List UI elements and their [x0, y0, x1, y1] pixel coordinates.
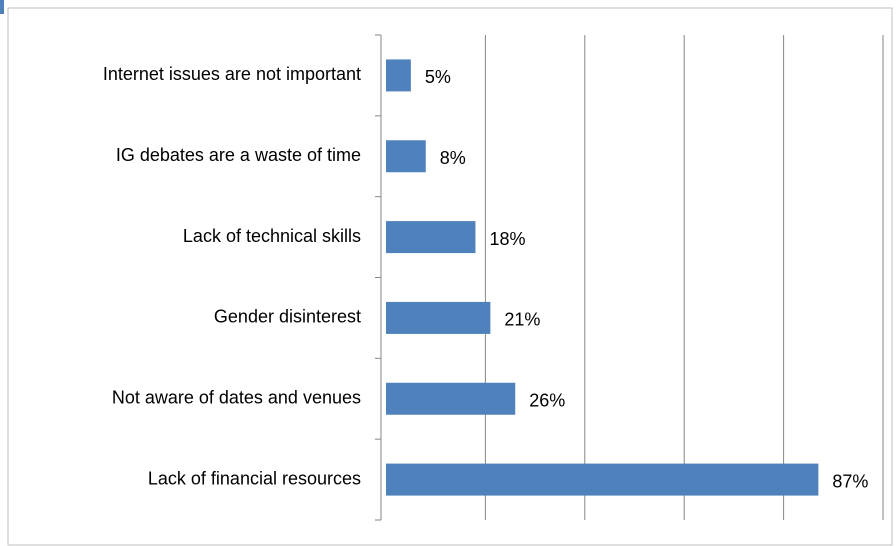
- bar: [386, 382, 516, 415]
- data-label: 87%: [832, 471, 868, 491]
- data-label: 26%: [529, 391, 565, 411]
- y-tick-label: Gender disinterest: [214, 307, 361, 327]
- bar: [386, 59, 411, 92]
- data-label: 18%: [489, 229, 525, 249]
- data-label: 8%: [440, 148, 466, 168]
- y-tick-label: Not aware of dates and venues: [112, 388, 361, 408]
- y-tick-label: IG debates are a waste of time: [116, 145, 361, 165]
- y-tick-label: Lack of technical skills: [183, 226, 361, 246]
- bar: [386, 140, 426, 173]
- y-tick-label: Internet issues are not important: [103, 64, 361, 84]
- chart-frame: [7, 7, 893, 546]
- data-label: 21%: [504, 310, 540, 330]
- bar: [386, 301, 491, 334]
- bar: [386, 221, 476, 254]
- corner-accent: [0, 0, 4, 14]
- y-tick-label: Lack of financial resources: [148, 468, 361, 488]
- data-label: 5%: [425, 67, 451, 87]
- bar: [386, 463, 819, 496]
